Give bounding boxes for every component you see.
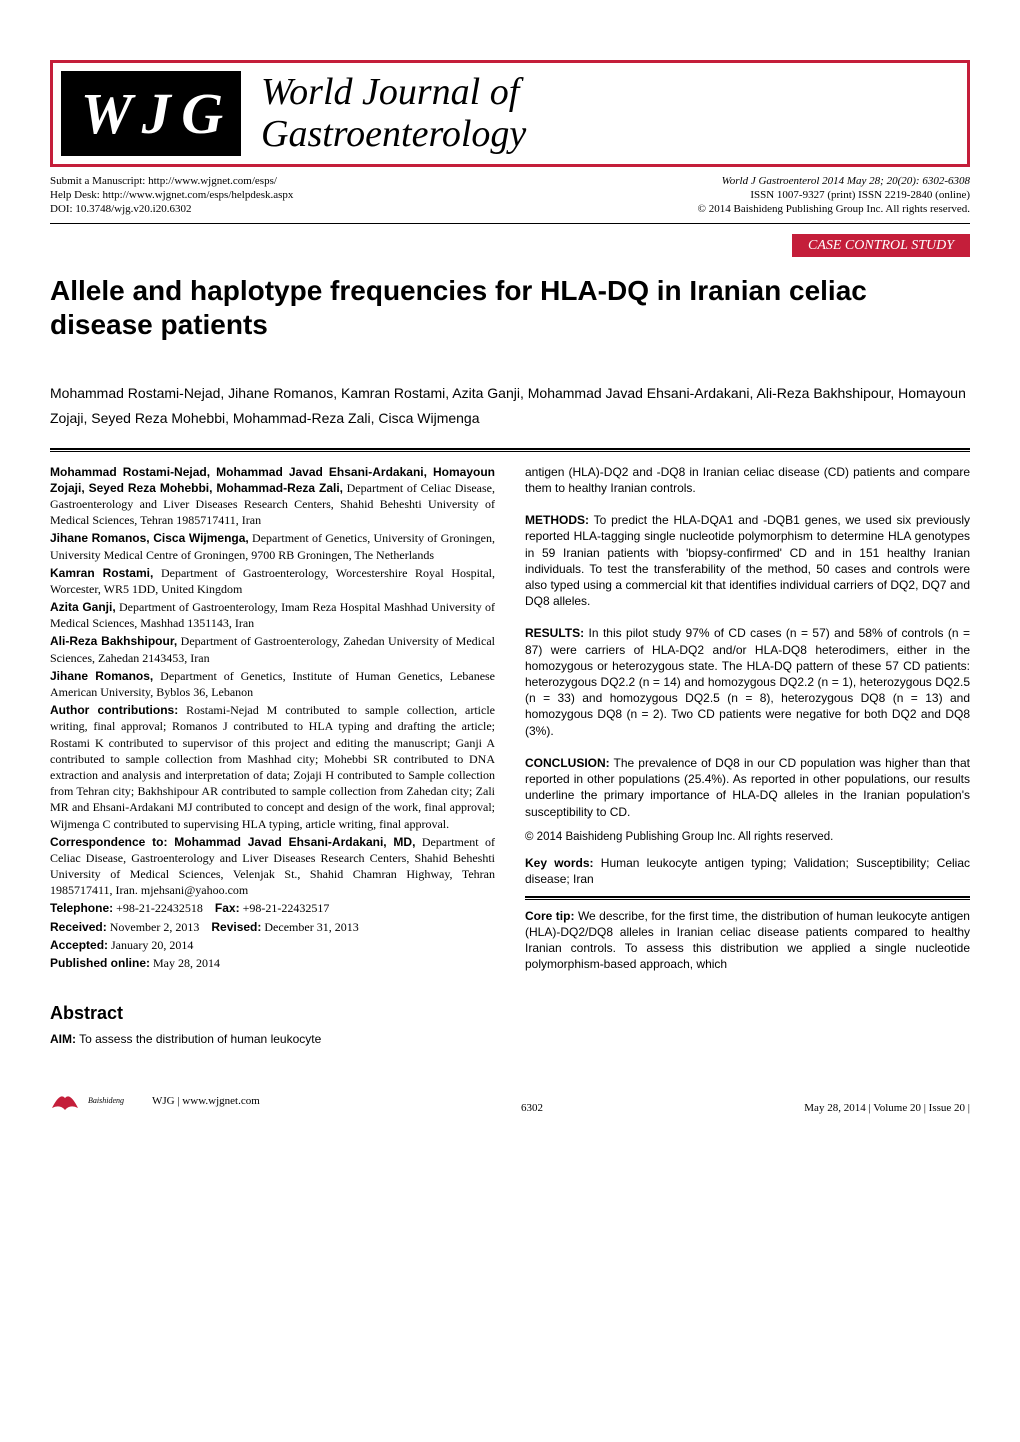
journal-logo: W J G [61,71,241,156]
page-footer: Baishideng WJG | www.wjgnet.com 6302 May… [50,1088,970,1114]
affil-text: Department of Gastroenterology, Imam Rez… [50,600,495,630]
telephone-label: Telephone: [50,901,113,915]
abstract-heading: Abstract [50,1001,495,1025]
aim-label: AIM: [50,1032,76,1046]
results-label: RESULTS: [525,626,584,640]
journal-banner: W J G World Journal of Gastroenterology [50,60,970,167]
contributions-text: Rostami-Nejad M contributed to sample co… [50,703,495,830]
author-divider-thick [50,448,970,450]
revised: December 31, 2013 [264,920,358,934]
affiliation-3: Kamran Rostami, Department of Gastroente… [50,565,495,597]
accepted: January 20, 2014 [111,938,193,952]
dates-line-3: Published online: May 28, 2014 [50,955,495,971]
correspondence-label: Correspondence to: Mohammad Javad Ehsani… [50,835,415,849]
journal-title-line1: World Journal of [261,71,519,113]
fax: +98-21-22432517 [243,901,330,915]
correspondence: Correspondence to: Mohammad Javad Ehsani… [50,834,495,899]
study-type-text: CASE CONTROL STUDY [792,234,970,257]
right-column: antigen (HLA)-DQ2 and -DQ8 in Iranian ce… [525,464,970,1048]
footer-date-volume: May 28, 2014 | Volume 20 | Issue 20 | [804,1102,970,1114]
author-contributions: Author contributions: Rostami-Nejad M co… [50,702,495,832]
page-number: 6302 [521,1102,543,1114]
accepted-label: Accepted: [50,938,108,952]
meta-row-3: DOI: 10.3748/wjg.v20.i20.6302 © 2014 Bai… [50,203,970,215]
meta-row-2: Help Desk: http://www.wjgnet.com/esps/he… [50,189,970,201]
author-divider-thin [50,451,970,452]
aim-text: To assess the distribution of human leuk… [79,1032,321,1046]
published: May 28, 2014 [153,956,220,970]
contact-line: Telephone: +98-21-22432518 Fax: +98-21-2… [50,900,495,916]
journal-title-line2: Gastroenterology [261,113,526,155]
affil-name: Jihane Romanos, Cisca Wijmenga, [50,531,249,545]
content-columns: Mohammad Rostami-Nejad, Mohammad Javad E… [50,464,970,1048]
article-title: Allele and haplotype frequencies for HLA… [50,274,970,341]
methods-text: To predict the HLA-DQA1 and -DQB1 genes,… [525,513,970,608]
dates-line-1: Received: November 2, 2013 Revised: Dece… [50,919,495,935]
keywords-label: Key words: [525,856,594,870]
results-text: In this pilot study 97% of CD cases (n =… [525,626,970,737]
affiliation-2: Jihane Romanos, Cisca Wijmenga, Departme… [50,530,495,562]
divider [50,223,970,224]
conclusion-block: CONCLUSION: The prevalence of DQ8 in our… [525,755,970,820]
copyright-meta: © 2014 Baishideng Publishing Group Inc. … [698,203,970,215]
dates-line-2: Accepted: January 20, 2014 [50,937,495,953]
copyright-body: © 2014 Baishideng Publishing Group Inc. … [525,830,970,846]
aim-continuation: antigen (HLA)-DQ2 and -DQ8 in Iranian ce… [525,464,970,496]
affiliation-4: Azita Ganji, Department of Gastroenterol… [50,599,495,631]
fax-label: Fax: [215,901,240,915]
affiliation-1: Mohammad Rostami-Nejad, Mohammad Javad E… [50,464,495,529]
affil-name: Kamran Rostami, [50,566,153,580]
footer-left-text: Baishideng [88,1096,124,1105]
affil-name: Jihane Romanos, [50,669,153,683]
doi: DOI: 10.3748/wjg.v20.i20.6302 [50,203,191,215]
core-divider-thin [525,899,970,900]
journal-title: World Journal of Gastroenterology [261,72,526,156]
issn: ISSN 1007-9327 (print) ISSN 2219-2840 (o… [750,189,970,201]
contributions-label: Author contributions: [50,703,178,717]
coretip-label: Core tip: [525,909,574,923]
affiliation-6: Jihane Romanos, Department of Genetics, … [50,668,495,700]
received-label: Received: [50,920,107,934]
telephone: +98-21-22432518 [116,901,203,915]
affil-name: Azita Ganji, [50,600,116,614]
affiliation-5: Ali-Reza Bakhshipour, Department of Gast… [50,633,495,665]
meta-row-1: Submit a Manuscript: http://www.wjgnet.c… [50,175,970,187]
publisher-logo-icon [50,1088,80,1114]
left-column: Mohammad Rostami-Nejad, Mohammad Javad E… [50,464,495,1048]
published-label: Published online: [50,956,150,970]
results-block: RESULTS: In this pilot study 97% of CD c… [525,625,970,738]
study-type-badge: CASE CONTROL STUDY [50,236,970,254]
aim-block: AIM: To assess the distribution of human… [50,1031,495,1047]
coretip-text: We describe, for the first time, the dis… [525,909,970,972]
publisher-name: Baishideng [88,1096,124,1105]
footer-left: Baishideng WJG | www.wjgnet.com [50,1088,260,1114]
footer-journal-url: WJG | www.wjgnet.com [152,1095,260,1107]
core-divider-thick [525,896,970,898]
affil-name: Ali-Reza Bakhshipour, [50,634,177,648]
keywords-block: Key words: Human leukocyte antigen typin… [525,855,970,887]
conclusion-label: CONCLUSION: [525,756,610,770]
methods-label: METHODS: [525,513,589,527]
methods-block: METHODS: To predict the HLA-DQA1 and -DQ… [525,512,970,609]
citation: World J Gastroenterol 2014 May 28; 20(20… [722,175,970,187]
received: November 2, 2013 [110,920,200,934]
help-desk: Help Desk: http://www.wjgnet.com/esps/he… [50,189,293,201]
author-list: Mohammad Rostami-Nejad, Jihane Romanos, … [50,381,970,431]
coretip-block: Core tip: We describe, for the first tim… [525,908,970,973]
revised-label: Revised: [211,920,261,934]
submit-manuscript: Submit a Manuscript: http://www.wjgnet.c… [50,175,277,187]
